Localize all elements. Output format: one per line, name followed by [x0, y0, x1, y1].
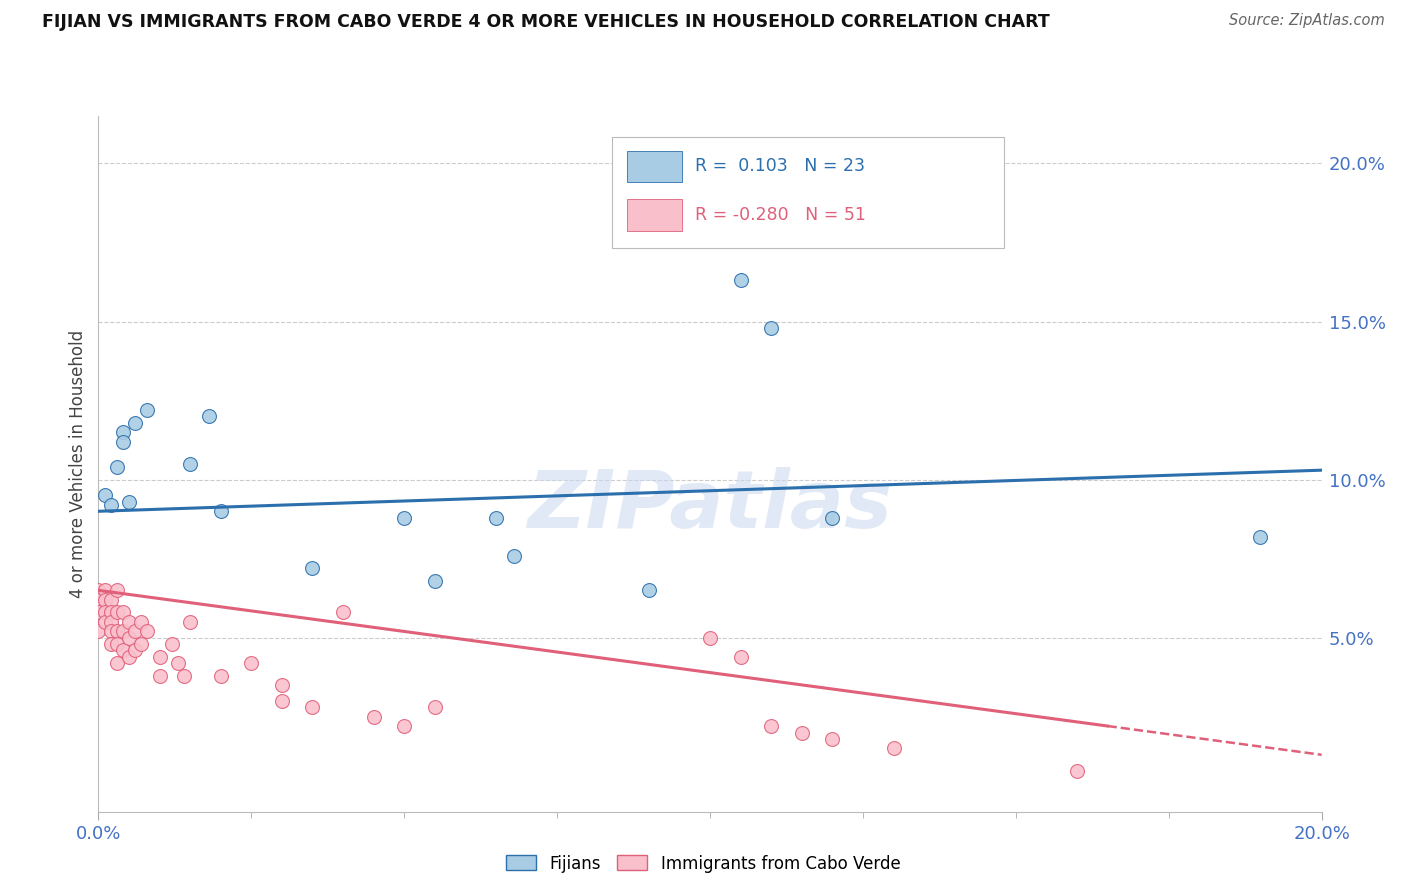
Point — [485, 510, 508, 524]
Point — [699, 631, 721, 645]
Point — [301, 700, 323, 714]
Point — [173, 669, 195, 683]
Point — [699, 226, 721, 240]
Point — [93, 615, 115, 629]
FancyBboxPatch shape — [627, 200, 682, 231]
Point — [124, 624, 146, 639]
FancyBboxPatch shape — [612, 136, 1004, 248]
Point — [100, 624, 122, 639]
Point — [93, 592, 115, 607]
Point — [759, 719, 782, 733]
Point — [129, 615, 152, 629]
Point — [149, 649, 172, 664]
Point — [118, 495, 141, 509]
Point — [197, 409, 219, 424]
Point — [100, 606, 122, 620]
Point — [93, 488, 115, 502]
Point — [105, 460, 128, 475]
Point — [118, 615, 141, 629]
Text: R =  0.103   N = 23: R = 0.103 N = 23 — [696, 157, 865, 175]
Point — [332, 606, 354, 620]
Point — [1249, 530, 1271, 544]
Point — [790, 725, 813, 739]
Point — [111, 643, 134, 657]
Point — [118, 631, 141, 645]
Point — [167, 656, 190, 670]
FancyBboxPatch shape — [627, 151, 682, 182]
Point — [100, 592, 122, 607]
Point — [759, 321, 782, 335]
Point — [179, 615, 201, 629]
Point — [423, 700, 446, 714]
Point — [883, 741, 905, 756]
Point — [111, 606, 134, 620]
Legend: Fijians, Immigrants from Cabo Verde: Fijians, Immigrants from Cabo Verde — [499, 848, 907, 880]
Point — [423, 574, 446, 588]
Point — [118, 649, 141, 664]
Point — [363, 710, 385, 724]
Point — [637, 583, 661, 598]
Point — [270, 694, 292, 708]
Point — [111, 425, 134, 440]
Point — [100, 615, 122, 629]
Point — [129, 637, 152, 651]
Point — [730, 273, 752, 287]
Y-axis label: 4 or more Vehicles in Household: 4 or more Vehicles in Household — [69, 330, 87, 598]
Point — [821, 510, 844, 524]
Text: ZIPatlas: ZIPatlas — [527, 467, 893, 545]
Point — [105, 583, 128, 598]
Point — [149, 669, 172, 683]
Point — [105, 656, 128, 670]
Point — [209, 504, 232, 518]
Point — [93, 583, 115, 598]
Point — [111, 624, 134, 639]
Text: FIJIAN VS IMMIGRANTS FROM CABO VERDE 4 OR MORE VEHICLES IN HOUSEHOLD CORRELATION: FIJIAN VS IMMIGRANTS FROM CABO VERDE 4 O… — [42, 13, 1050, 31]
Point — [1066, 764, 1088, 778]
Point — [730, 649, 752, 664]
Point — [209, 669, 232, 683]
Point — [100, 498, 122, 512]
Point — [821, 731, 844, 746]
Point — [87, 592, 110, 607]
Point — [392, 719, 416, 733]
Text: R = -0.280   N = 51: R = -0.280 N = 51 — [696, 206, 866, 224]
Point — [111, 434, 134, 449]
Point — [301, 561, 323, 575]
Point — [136, 403, 159, 417]
Point — [503, 549, 526, 563]
Point — [160, 637, 183, 651]
Point — [105, 637, 128, 651]
Point — [124, 643, 146, 657]
Point — [240, 656, 263, 670]
Point — [179, 457, 201, 471]
Point — [392, 510, 416, 524]
Point — [87, 583, 110, 598]
Point — [87, 624, 110, 639]
Text: Source: ZipAtlas.com: Source: ZipAtlas.com — [1229, 13, 1385, 29]
Point — [105, 606, 128, 620]
Point — [93, 606, 115, 620]
Point — [105, 624, 128, 639]
Point — [270, 678, 292, 692]
Point — [87, 606, 110, 620]
Point — [136, 624, 159, 639]
Point — [100, 637, 122, 651]
Point — [124, 416, 146, 430]
